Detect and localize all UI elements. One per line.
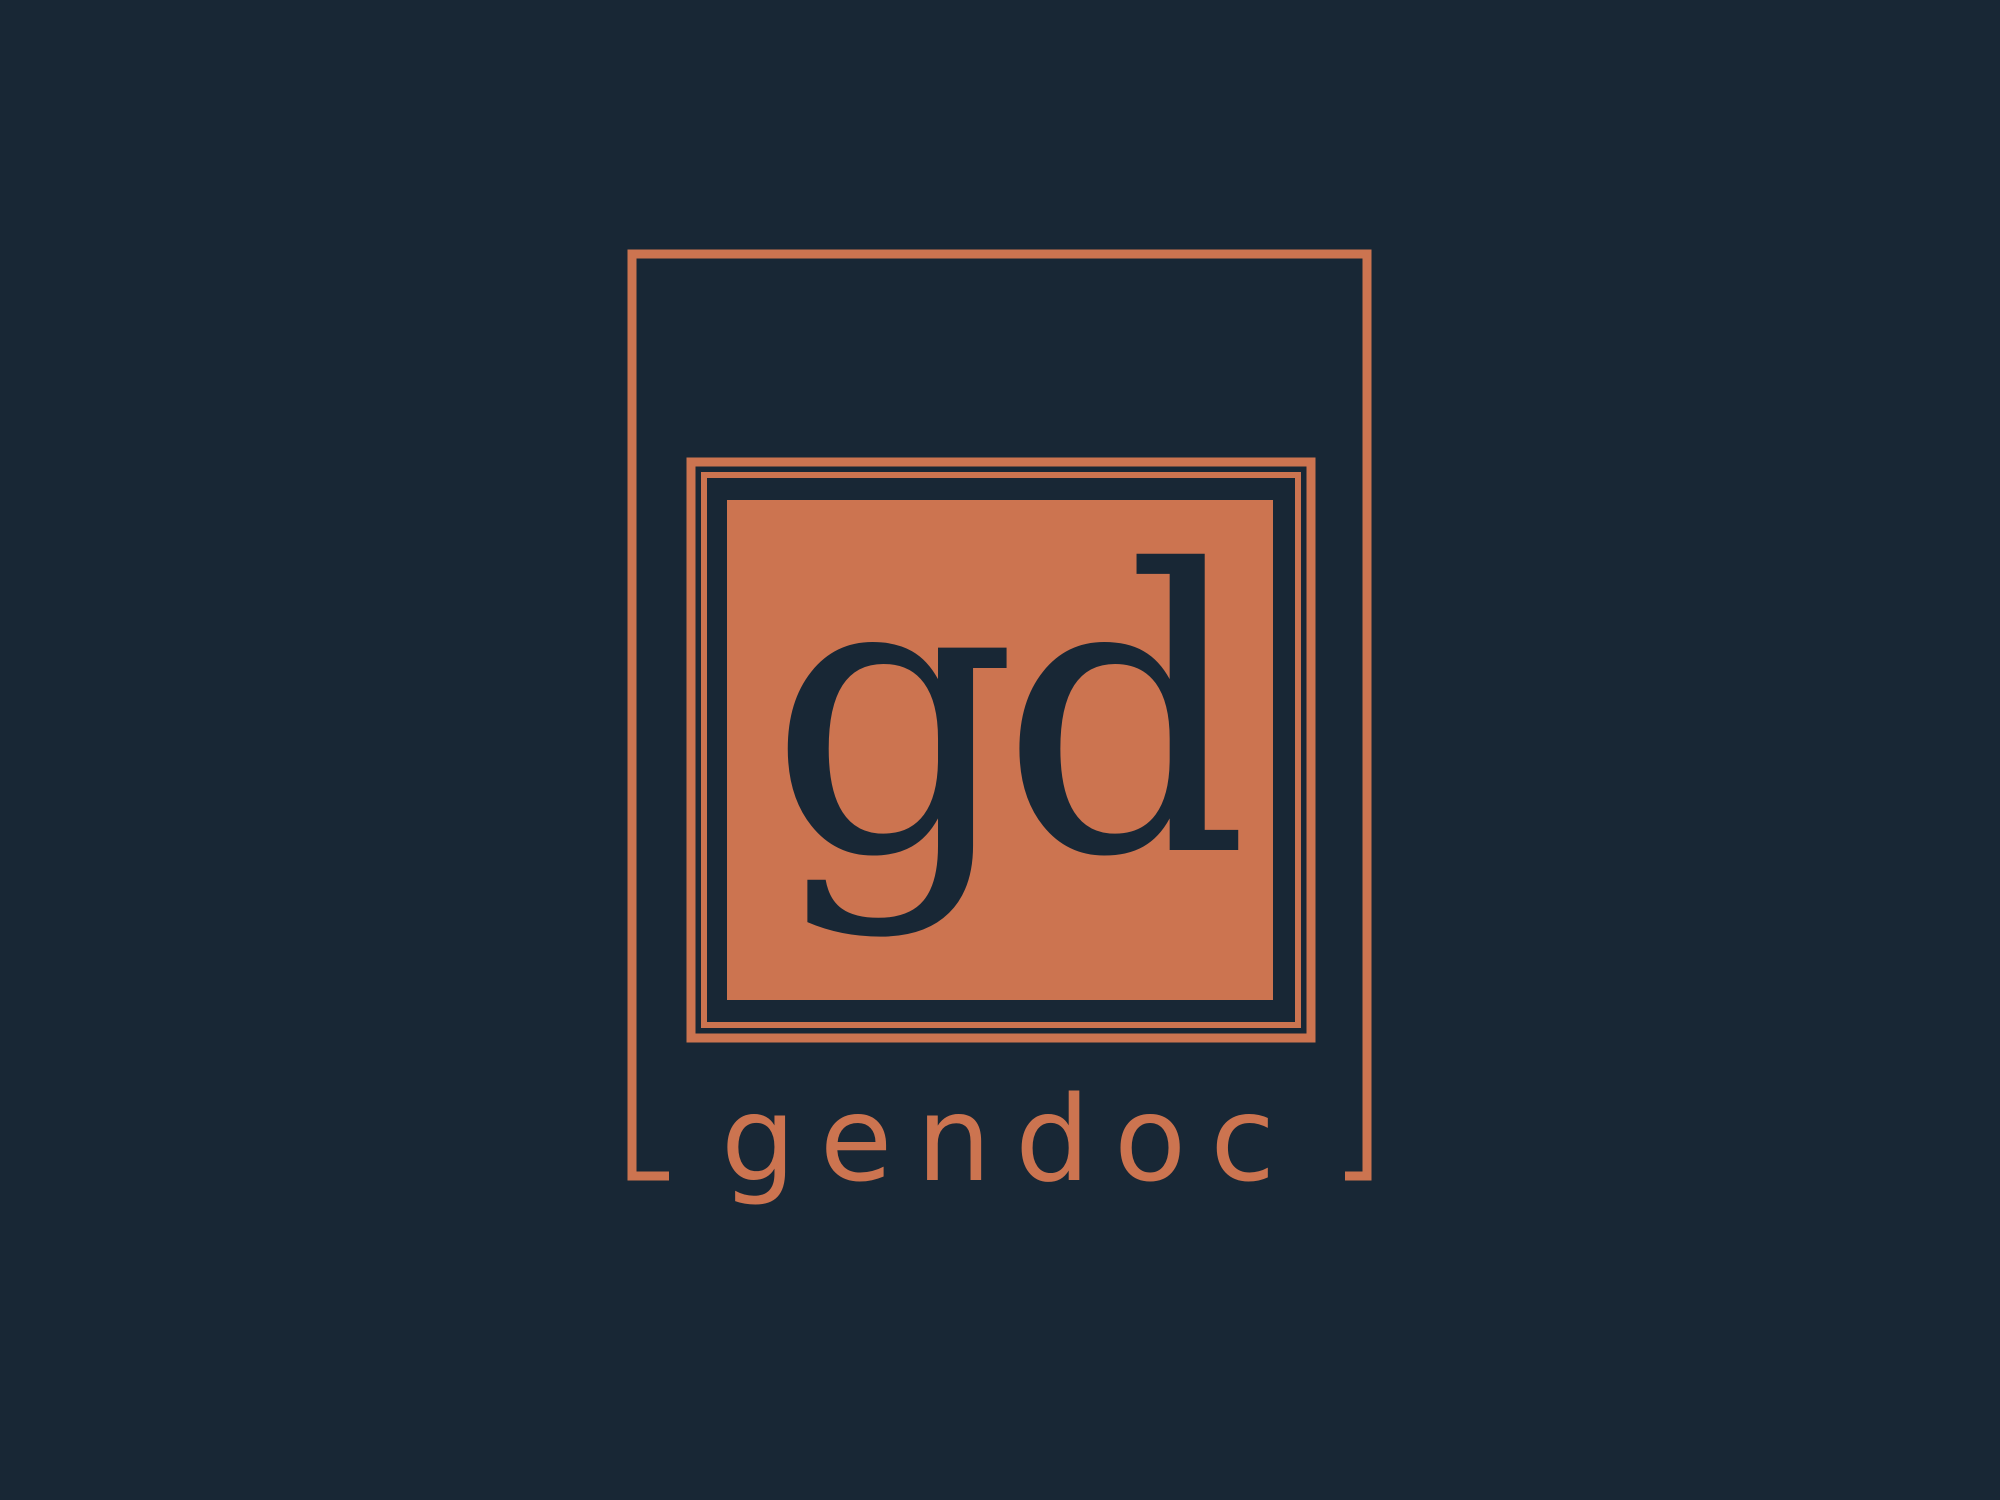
brand-wordmark: gendoc bbox=[720, 1070, 1300, 1208]
monogram-tile bbox=[727, 500, 1273, 1000]
outer-square-border bbox=[686, 457, 1316, 1043]
inner-square-border bbox=[701, 472, 1301, 1028]
monogram-text: gd bbox=[768, 488, 1243, 942]
outer-bracket-frame bbox=[627, 249, 1372, 1181]
